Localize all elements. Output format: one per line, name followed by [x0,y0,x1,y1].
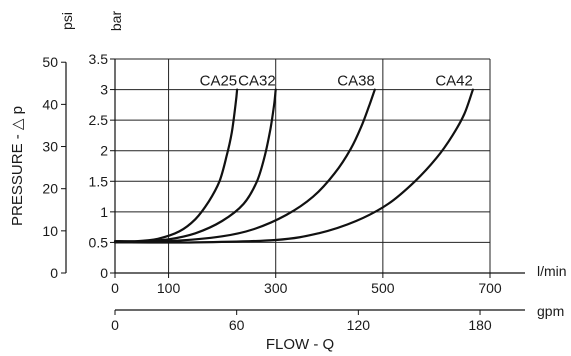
bar-tick-label: 1.5 [89,173,109,189]
gpm-tick-label: 120 [347,317,371,333]
x-unit-lmin: l/min [537,263,567,279]
series-line-ca38 [113,88,376,244]
gpm-tick-label: 60 [229,317,245,333]
series-label-ca25: CA25 [200,73,238,90]
series-line-ca25 [113,88,239,243]
series-label-ca32: CA32 [238,73,276,90]
grid-lines [115,58,491,273]
axes [61,58,525,315]
gpm-tick-label: 180 [468,317,492,333]
y-unit-psi: psi [59,12,75,30]
psi-tick-label: 30 [42,139,58,155]
bar-tick-label: 2.5 [89,112,109,128]
bar-tick-label: 3 [100,82,108,98]
psi-tick-label: 10 [42,223,58,239]
x-unit-gpm: gpm [537,303,564,319]
bar-tick-label: 1 [100,204,108,220]
series-label-ca42: CA42 [435,73,473,90]
lmin-tick-label: 700 [478,280,502,296]
x-axis-title: FLOW - Q [266,336,334,353]
lmin-tick-label: 100 [157,280,181,296]
bar-tick-label: 0.5 [89,234,109,250]
psi-tick-label: 0 [50,265,58,281]
psi-tick-label: 40 [42,96,58,112]
bar-tick-label: 2 [100,143,108,159]
series-label-ca38: CA38 [337,73,375,90]
y-unit-bar: bar [108,11,124,32]
lmin-tick-label: 300 [264,280,288,296]
lmin-tick-label: 0 [111,280,119,296]
bar-tick-label: 0 [100,265,108,281]
series-line-ca42 [113,88,474,244]
gpm-tick-label: 0 [111,317,119,333]
psi-tick-label: 50 [42,54,58,70]
bar-tick-label: 3.5 [89,51,109,67]
data-series: CA25 CA32 CA38 CA42 [113,73,474,244]
y-axis-title: PRESSURE - △ p [9,106,26,226]
psi-tick-label: 20 [42,181,58,197]
series-line-ca32 [113,88,277,243]
axis-labels: PRESSURE - △ p FLOW - Q psi bar l/min gp… [9,11,567,353]
lmin-tick-label: 500 [371,280,395,296]
